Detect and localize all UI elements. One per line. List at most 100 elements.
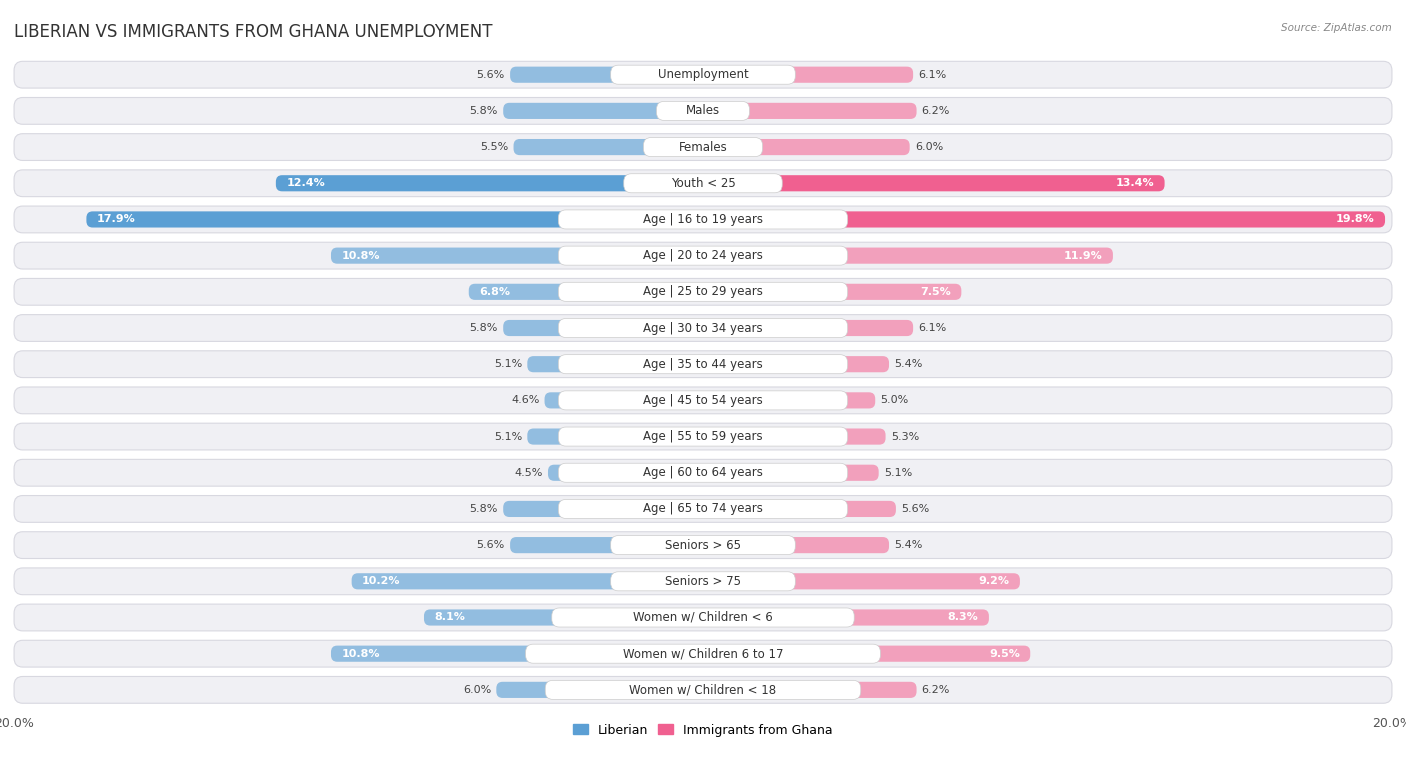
FancyBboxPatch shape xyxy=(703,320,912,336)
FancyBboxPatch shape xyxy=(527,356,703,372)
Text: 7.5%: 7.5% xyxy=(921,287,950,297)
FancyBboxPatch shape xyxy=(558,246,848,265)
FancyBboxPatch shape xyxy=(14,387,1392,414)
FancyBboxPatch shape xyxy=(14,677,1392,703)
Text: 19.8%: 19.8% xyxy=(1336,214,1375,224)
Text: 5.1%: 5.1% xyxy=(494,431,522,441)
FancyBboxPatch shape xyxy=(703,573,1019,590)
Text: LIBERIAN VS IMMIGRANTS FROM GHANA UNEMPLOYMENT: LIBERIAN VS IMMIGRANTS FROM GHANA UNEMPL… xyxy=(14,23,492,41)
FancyBboxPatch shape xyxy=(14,459,1392,486)
Text: 4.6%: 4.6% xyxy=(510,395,540,406)
FancyBboxPatch shape xyxy=(14,604,1392,631)
FancyBboxPatch shape xyxy=(558,463,848,482)
FancyBboxPatch shape xyxy=(14,170,1392,197)
FancyBboxPatch shape xyxy=(624,174,782,193)
FancyBboxPatch shape xyxy=(703,211,1385,228)
Text: 8.3%: 8.3% xyxy=(948,612,979,622)
FancyBboxPatch shape xyxy=(610,536,796,555)
Text: 6.2%: 6.2% xyxy=(922,685,950,695)
FancyBboxPatch shape xyxy=(14,61,1392,88)
Text: 6.1%: 6.1% xyxy=(918,323,946,333)
FancyBboxPatch shape xyxy=(558,210,848,229)
FancyBboxPatch shape xyxy=(330,646,703,662)
FancyBboxPatch shape xyxy=(703,392,875,409)
Text: 6.1%: 6.1% xyxy=(918,70,946,79)
Text: Age | 16 to 19 years: Age | 16 to 19 years xyxy=(643,213,763,226)
Text: Women w/ Children < 18: Women w/ Children < 18 xyxy=(630,684,776,696)
Text: Age | 65 to 74 years: Age | 65 to 74 years xyxy=(643,503,763,516)
FancyBboxPatch shape xyxy=(14,423,1392,450)
FancyBboxPatch shape xyxy=(14,640,1392,667)
Text: 9.2%: 9.2% xyxy=(979,576,1010,587)
FancyBboxPatch shape xyxy=(558,427,848,446)
FancyBboxPatch shape xyxy=(558,319,848,338)
Text: 5.4%: 5.4% xyxy=(894,359,922,369)
FancyBboxPatch shape xyxy=(526,644,880,663)
FancyBboxPatch shape xyxy=(510,67,703,83)
FancyBboxPatch shape xyxy=(14,98,1392,124)
Text: Women w/ Children < 6: Women w/ Children < 6 xyxy=(633,611,773,624)
FancyBboxPatch shape xyxy=(14,350,1392,378)
FancyBboxPatch shape xyxy=(644,138,762,157)
Text: 5.6%: 5.6% xyxy=(901,504,929,514)
FancyBboxPatch shape xyxy=(503,103,703,119)
FancyBboxPatch shape xyxy=(468,284,703,300)
Text: Seniors > 65: Seniors > 65 xyxy=(665,539,741,552)
FancyBboxPatch shape xyxy=(703,284,962,300)
FancyBboxPatch shape xyxy=(503,501,703,517)
Text: 10.8%: 10.8% xyxy=(342,251,380,260)
Text: 5.5%: 5.5% xyxy=(479,142,509,152)
FancyBboxPatch shape xyxy=(14,279,1392,305)
Text: Women w/ Children 6 to 17: Women w/ Children 6 to 17 xyxy=(623,647,783,660)
Text: Age | 60 to 64 years: Age | 60 to 64 years xyxy=(643,466,763,479)
FancyBboxPatch shape xyxy=(425,609,703,625)
Text: Age | 35 to 44 years: Age | 35 to 44 years xyxy=(643,358,763,371)
FancyBboxPatch shape xyxy=(558,500,848,519)
FancyBboxPatch shape xyxy=(352,573,703,590)
Text: 13.4%: 13.4% xyxy=(1115,178,1154,188)
Text: Age | 55 to 59 years: Age | 55 to 59 years xyxy=(643,430,763,443)
FancyBboxPatch shape xyxy=(703,103,917,119)
Text: 4.5%: 4.5% xyxy=(515,468,543,478)
Text: 10.8%: 10.8% xyxy=(342,649,380,659)
FancyBboxPatch shape xyxy=(14,206,1392,233)
FancyBboxPatch shape xyxy=(703,646,1031,662)
FancyBboxPatch shape xyxy=(546,681,860,699)
FancyBboxPatch shape xyxy=(527,428,703,444)
Text: Age | 30 to 34 years: Age | 30 to 34 years xyxy=(643,322,763,335)
Legend: Liberian, Immigrants from Ghana: Liberian, Immigrants from Ghana xyxy=(568,718,838,742)
Text: 17.9%: 17.9% xyxy=(97,214,135,224)
Text: 6.0%: 6.0% xyxy=(463,685,491,695)
Text: Males: Males xyxy=(686,104,720,117)
Text: 12.4%: 12.4% xyxy=(287,178,325,188)
FancyBboxPatch shape xyxy=(703,465,879,481)
FancyBboxPatch shape xyxy=(558,391,848,410)
FancyBboxPatch shape xyxy=(610,572,796,590)
FancyBboxPatch shape xyxy=(14,242,1392,269)
FancyBboxPatch shape xyxy=(703,139,910,155)
Text: Unemployment: Unemployment xyxy=(658,68,748,81)
Text: Seniors > 75: Seniors > 75 xyxy=(665,575,741,587)
Text: 5.8%: 5.8% xyxy=(470,323,498,333)
FancyBboxPatch shape xyxy=(14,531,1392,559)
Text: Youth < 25: Youth < 25 xyxy=(671,177,735,190)
FancyBboxPatch shape xyxy=(14,134,1392,160)
FancyBboxPatch shape xyxy=(551,608,855,627)
FancyBboxPatch shape xyxy=(657,101,749,120)
Text: Age | 20 to 24 years: Age | 20 to 24 years xyxy=(643,249,763,262)
FancyBboxPatch shape xyxy=(276,175,703,192)
FancyBboxPatch shape xyxy=(14,568,1392,595)
Text: 5.1%: 5.1% xyxy=(494,359,522,369)
Text: 10.2%: 10.2% xyxy=(361,576,401,587)
FancyBboxPatch shape xyxy=(510,537,703,553)
FancyBboxPatch shape xyxy=(703,428,886,444)
FancyBboxPatch shape xyxy=(86,211,703,228)
Text: Source: ZipAtlas.com: Source: ZipAtlas.com xyxy=(1281,23,1392,33)
FancyBboxPatch shape xyxy=(558,282,848,301)
Text: 5.8%: 5.8% xyxy=(470,106,498,116)
Text: 5.8%: 5.8% xyxy=(470,504,498,514)
Text: 11.9%: 11.9% xyxy=(1064,251,1102,260)
Text: 6.2%: 6.2% xyxy=(922,106,950,116)
Text: Age | 25 to 29 years: Age | 25 to 29 years xyxy=(643,285,763,298)
FancyBboxPatch shape xyxy=(503,320,703,336)
